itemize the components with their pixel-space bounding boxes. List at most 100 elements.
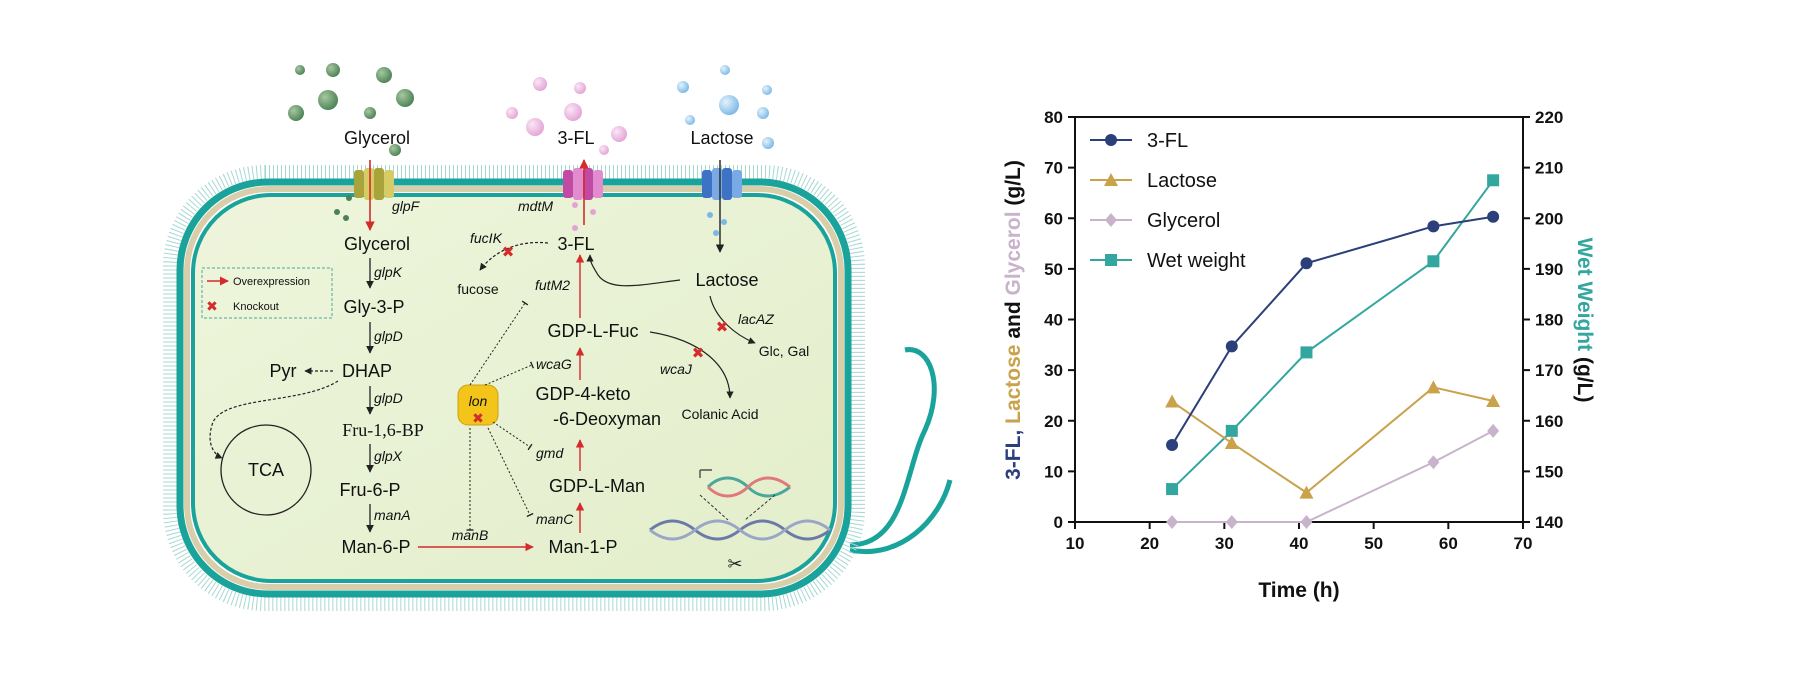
- crispr-dna-icon: ✂: [649, 469, 831, 574]
- met-fru16bp: Fru-1,6-BP: [342, 420, 424, 440]
- knockout-mark-lacaz: ✖: [716, 319, 729, 336]
- y-right-tick-label: 190: [1535, 260, 1563, 279]
- x-axis-label: Time (h): [1258, 579, 1339, 602]
- met-tca: TCA: [248, 460, 284, 480]
- axis-label-part: (g/L): [1573, 351, 1596, 402]
- data-point-wet-weight: [1427, 255, 1440, 268]
- data-point-wet-weight: [1166, 483, 1179, 496]
- data-point-lactose: [1486, 394, 1501, 408]
- series-glycerol: [1166, 423, 1500, 529]
- met-glycerol: Glycerol: [344, 234, 410, 254]
- series-line-glycerol: [1172, 429, 1494, 523]
- scissors-icon: ✂: [727, 554, 742, 574]
- data-point-glycerol: [1487, 423, 1500, 438]
- knockout-mark-fucik: ✖: [502, 244, 515, 261]
- gene-glpk: glpK: [374, 264, 403, 280]
- gene-mana: manA: [374, 507, 411, 523]
- input-label-glycerol: Glycerol: [344, 128, 410, 148]
- cell-cytoplasm: [191, 193, 837, 583]
- gene-glpd-2: glpD: [374, 390, 403, 406]
- axis-label-part: Lactose: [1002, 345, 1025, 424]
- x-tick-label: 30: [1215, 534, 1234, 553]
- arrow-lactose-glcgal: [709, 295, 756, 344]
- met-colanic: Colanic Acid: [681, 406, 758, 422]
- gene-gmd: gmd: [536, 445, 564, 461]
- data-point-glycerol: [1166, 515, 1179, 529]
- data-point-lactose: [1299, 485, 1314, 499]
- legend-marker-glycerol: [1105, 213, 1117, 227]
- series-lactose: [1165, 380, 1501, 499]
- data-point-wet-weight: [1487, 174, 1500, 187]
- chart-axes: 10 20 30 40 50 60 7001020304050607080140150160…: [1044, 108, 1563, 553]
- y-right-tick-label: 170: [1535, 361, 1563, 380]
- data-point-3-fl: [1427, 220, 1440, 233]
- y-right-tick-label: 220: [1535, 108, 1563, 127]
- met-pyr: Pyr: [270, 361, 297, 381]
- series-line-lactose: [1171, 386, 1494, 494]
- gene-glpf: glpF: [392, 198, 421, 214]
- y-left-tick-label: 70: [1044, 159, 1063, 178]
- data-point-3-fl: [1166, 439, 1179, 452]
- y-right-tick-label: 200: [1535, 209, 1563, 228]
- gene-wcag: wcaG: [536, 356, 572, 372]
- gene-manc: manC: [536, 511, 574, 527]
- y-left-tick-label: 10: [1044, 462, 1063, 481]
- arrow-3fl-fucose: [479, 241, 549, 271]
- gene-wcaj: wcaJ: [660, 361, 693, 377]
- x-tick-label: 10: [1066, 534, 1085, 553]
- knockout-icon: ✖: [206, 298, 218, 314]
- gene-glpx: glpX: [374, 448, 403, 464]
- met-gdpketo-line1: GDP-4-keto: [535, 384, 630, 404]
- 3fl-molecules: [506, 77, 627, 155]
- knockout-mark-wcaj: ✖: [692, 345, 705, 362]
- gene-fucik: fucIK: [470, 230, 503, 246]
- gene-mdtm: mdtM: [518, 198, 553, 214]
- y-right-tick-label: 160: [1535, 412, 1563, 431]
- cell-diagram: Glycerol 3-FL Lactose glp: [163, 63, 953, 611]
- series-3-fl: [1166, 210, 1500, 452]
- axis-label-part: Wet Weight: [1573, 238, 1596, 352]
- met-fru6p: Fru-6-P: [339, 480, 400, 500]
- gene-glpd-1: glpD: [374, 328, 403, 344]
- series-wet-weight: [1166, 174, 1500, 496]
- arrow-lactose-3fl: [586, 254, 681, 287]
- data-point-glycerol: [1225, 515, 1238, 529]
- data-point-lactose: [1224, 436, 1239, 450]
- data-point-3-fl: [1487, 210, 1500, 223]
- legend-label-lactose: Lactose: [1147, 170, 1217, 192]
- met-man1p: Man-1-P: [548, 537, 617, 557]
- plot-frame: [1074, 116, 1524, 523]
- diagram-legend: Overexpression ✖ Knockout: [201, 267, 333, 319]
- legend-knockout: Knockout: [233, 301, 279, 313]
- y-left-tick-label: 20: [1044, 412, 1063, 431]
- legend-marker-wet-weight: [1105, 254, 1117, 266]
- data-point-wet-weight: [1225, 424, 1238, 437]
- y-axis-right-label: Wet Weight (g/L): [1573, 238, 1596, 403]
- gene-lon: lon: [469, 393, 488, 409]
- legend-label-wet-weight: Wet weight: [1147, 250, 1246, 272]
- gene-lacaz: lacAZ: [738, 311, 774, 327]
- legend-label-glycerol: Glycerol: [1147, 210, 1220, 232]
- lon-regulation-lines: [466, 300, 535, 531]
- x-tick-label: 70: [1514, 534, 1533, 553]
- arrow-dhap-tca: [209, 380, 339, 459]
- data-point-lactose: [1165, 394, 1180, 408]
- glycerol-transporter: [354, 168, 394, 200]
- x-tick-label: 20: [1140, 534, 1159, 553]
- lactose-transporter: [702, 168, 742, 200]
- met-3fl: 3-FL: [557, 234, 594, 254]
- legend-label-3-fl: 3-FL: [1147, 130, 1188, 152]
- y-left-tick-label: 80: [1044, 108, 1063, 127]
- met-gly3p: Gly-3-P: [343, 297, 404, 317]
- glycerol-molecules: [288, 63, 414, 156]
- lactose-molecules: [677, 65, 774, 149]
- x-tick-label: 60: [1439, 534, 1458, 553]
- y-axis-left-label: 3-FL, Lactose and Glycerol (g/L): [1002, 160, 1025, 480]
- y-right-tick-label: 210: [1535, 159, 1563, 178]
- arrow-gdpfuc-colanic: [649, 331, 734, 399]
- met-fucose: fucose: [457, 281, 498, 297]
- axis-label-part: and: [1002, 295, 1025, 344]
- met-man6p: Man-6-P: [341, 537, 410, 557]
- cell-outer-membrane: [163, 165, 865, 611]
